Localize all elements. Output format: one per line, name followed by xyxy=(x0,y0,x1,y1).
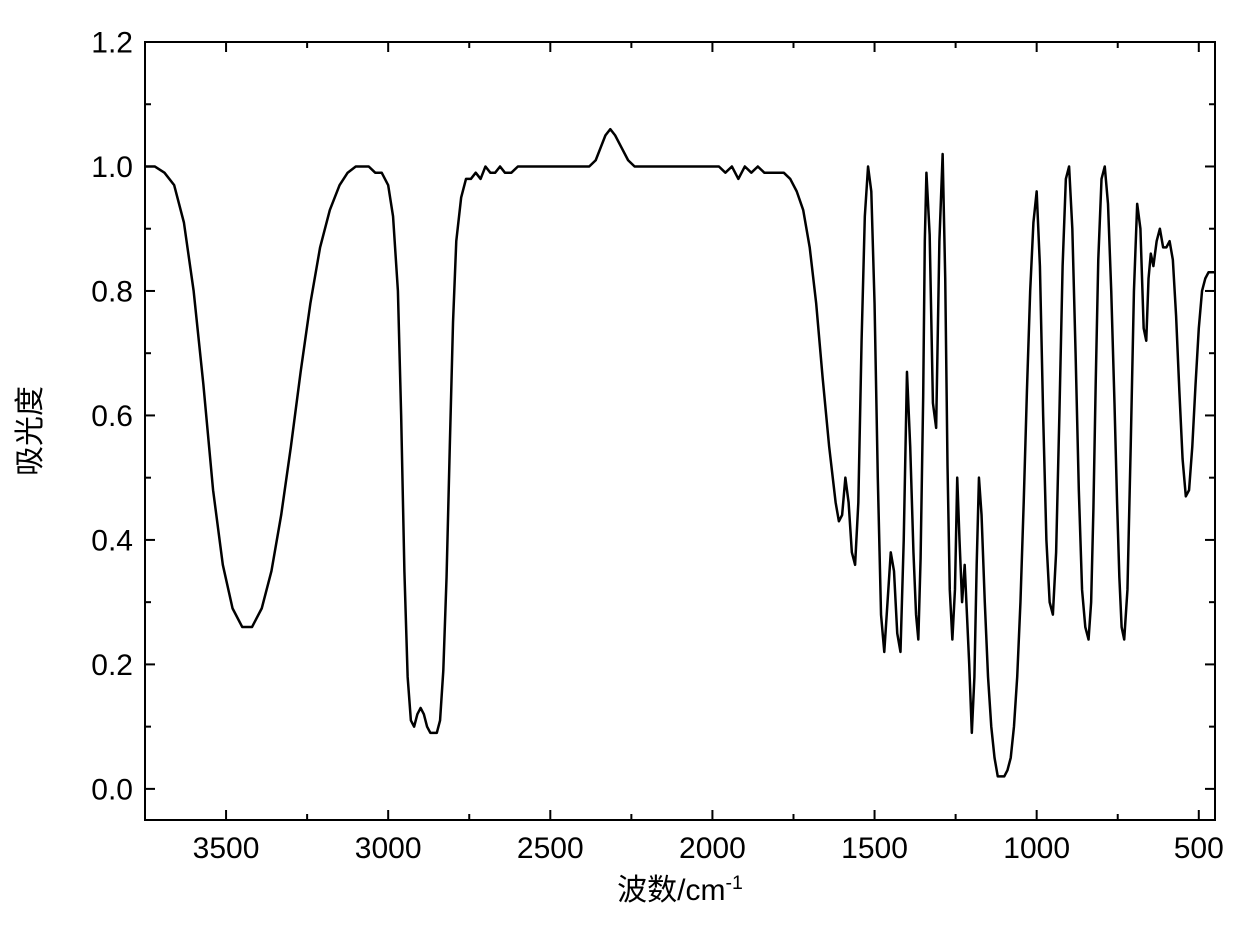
x-tick-label: 2000 xyxy=(679,832,746,865)
y-tick-label: 0.0 xyxy=(91,773,133,806)
x-tick-label: 500 xyxy=(1174,832,1224,865)
y-tick-label: 1.2 xyxy=(91,27,133,60)
x-tick-label: 3000 xyxy=(355,832,422,865)
ir-spectrum-chart: 3500 3000 2500 2000 1500 1000 500 0.0 0.2 0.4 0.6 0… xyxy=(0,0,1240,934)
y-axis-label: 吸光度 xyxy=(14,386,47,476)
y-tick-label: 0.2 xyxy=(91,649,133,682)
x-axis-label: 波数/cm-1 xyxy=(617,872,743,907)
x-tick-label: 3500 xyxy=(193,832,260,865)
x-tick-label: 1500 xyxy=(841,832,908,865)
y-tick-label: 0.8 xyxy=(91,275,133,308)
x-tick-label: 2500 xyxy=(517,832,584,865)
y-tick-label: 0.6 xyxy=(91,400,133,433)
x-tick-label: 1000 xyxy=(1003,832,1070,865)
y-tick-label: 0.4 xyxy=(91,524,133,557)
y-tick-label: 1.0 xyxy=(91,151,133,184)
